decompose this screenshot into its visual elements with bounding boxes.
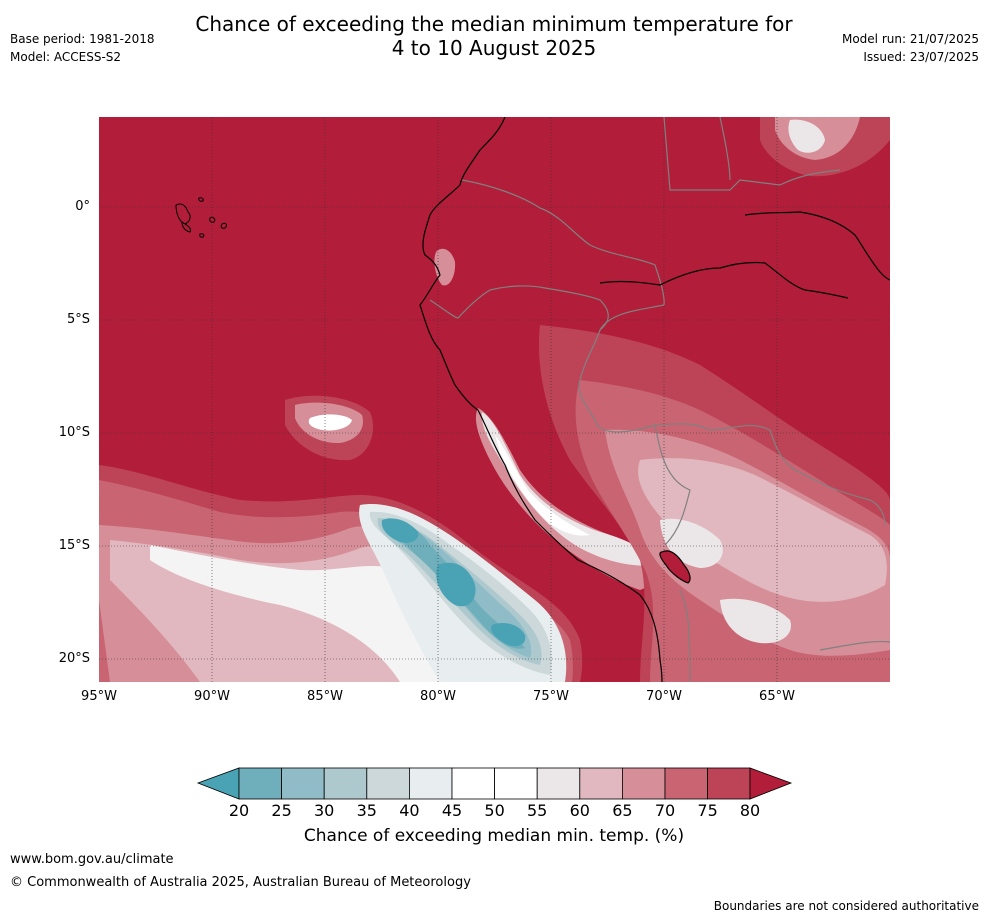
andes-region-60 bbox=[638, 458, 887, 602]
colorbar-segment-65-70 bbox=[622, 767, 666, 800]
colorbar-segment-20-25 bbox=[238, 767, 282, 800]
gridlines bbox=[99, 117, 890, 682]
meta-right: Model run: 21/07/2025 Issued: 23/07/2025 bbox=[842, 30, 979, 66]
lon-tick-95w: 95°W bbox=[81, 689, 117, 704]
colorbar-segment-40-45 bbox=[408, 767, 453, 800]
colorbar-tick-45: 45 bbox=[441, 801, 463, 820]
offshore-patch-50 bbox=[308, 414, 352, 431]
colorbar-segment-35-40 bbox=[366, 767, 410, 800]
lat-tick-10s: 10°S bbox=[58, 425, 90, 440]
colorbar-tick-60: 60 bbox=[569, 801, 590, 820]
base-period: Base period: 1981-2018 bbox=[10, 32, 155, 46]
lake-titicaca bbox=[659, 550, 691, 584]
lon-tick-75w: 75°W bbox=[533, 689, 569, 704]
colorbar-segment-25-30 bbox=[281, 767, 325, 800]
colorbar-tick-75: 75 bbox=[697, 801, 718, 820]
lon-tick-80w: 80°W bbox=[420, 689, 456, 704]
cold-anomaly-core-b bbox=[436, 562, 476, 607]
colorbar-tick-20: 20 bbox=[228, 801, 250, 820]
issued-date: Issued: 23/07/2025 bbox=[863, 50, 979, 64]
colorbar-segment-75-80 bbox=[707, 767, 751, 800]
lon-tick-65w: 65°W bbox=[759, 689, 795, 704]
colorbar-tick-25: 25 bbox=[271, 801, 292, 820]
model-run: Model run: 21/07/2025 bbox=[841, 32, 979, 46]
title-line-1: Chance of exceeding the median minimum t… bbox=[195, 12, 793, 36]
cold-anomaly-core-a bbox=[381, 518, 419, 543]
lon-tick-70w: 70°W bbox=[646, 689, 682, 704]
meta-left: Base period: 1981-2018 Model: ACCESS-S2 bbox=[10, 30, 155, 66]
colorbar-tick-30: 30 bbox=[314, 801, 335, 820]
colorbar-label: Chance of exceeding median min. temp. (%… bbox=[303, 826, 685, 846]
lon-tick-85w: 85°W bbox=[307, 689, 343, 704]
lon-tick-90w: 90°W bbox=[194, 689, 230, 704]
lat-tick-0: 0° bbox=[75, 199, 90, 214]
lat-tick-15s: 15°S bbox=[58, 538, 90, 553]
country-borders bbox=[429, 117, 890, 682]
footer-disclaimer: Boundaries are not considered authoritat… bbox=[713, 899, 979, 913]
colorbar-low-arrow bbox=[196, 767, 240, 800]
pacific-coastline bbox=[419, 117, 663, 682]
andes-patch-55-b bbox=[720, 598, 791, 644]
colorbar-tick-80: 80 bbox=[739, 801, 761, 820]
colorbar-segment-30-35 bbox=[323, 767, 368, 800]
map-area bbox=[99, 117, 890, 682]
colorbar-high-arrow bbox=[749, 767, 793, 800]
map-title: Chance of exceeding the median minimum t… bbox=[0, 12, 988, 60]
cold-anomaly-core-c bbox=[491, 623, 526, 647]
lat-tick-20s: 20°S bbox=[58, 651, 90, 666]
colorbar-segment-45-50 bbox=[451, 767, 495, 800]
colorbar-tick-50: 50 bbox=[484, 801, 505, 820]
colorbar-tick-35: 35 bbox=[356, 801, 377, 820]
colorbar-segment-55-60 bbox=[536, 767, 581, 800]
colorbar bbox=[196, 767, 793, 800]
galapagos-islands bbox=[175, 197, 227, 238]
model-name: Model: ACCESS-S2 bbox=[10, 50, 122, 64]
colorbar-segment-60-65 bbox=[579, 767, 623, 800]
coastal-strip-50 bbox=[495, 435, 590, 536]
coastlines bbox=[419, 117, 890, 682]
colorbar-tick-40: 40 bbox=[399, 801, 420, 820]
colorbar-tick-70: 70 bbox=[654, 801, 676, 820]
colorbar-segment-70-75 bbox=[664, 767, 708, 800]
colorbar-tick-65: 65 bbox=[612, 801, 633, 820]
lat-tick-5s: 5°S bbox=[66, 312, 90, 327]
footer-copyright: © Commonwealth of Australia 2025, Austra… bbox=[10, 875, 471, 890]
colorbar-segment-50-55 bbox=[494, 767, 538, 800]
north-patch-55 bbox=[788, 119, 825, 153]
colorbar-tick-55: 55 bbox=[527, 801, 548, 820]
footer-url[interactable]: www.bom.gov.au/climate bbox=[10, 852, 174, 867]
title-line-2: 4 to 10 August 2025 bbox=[391, 36, 597, 60]
caribbean-coastline bbox=[599, 211, 890, 299]
